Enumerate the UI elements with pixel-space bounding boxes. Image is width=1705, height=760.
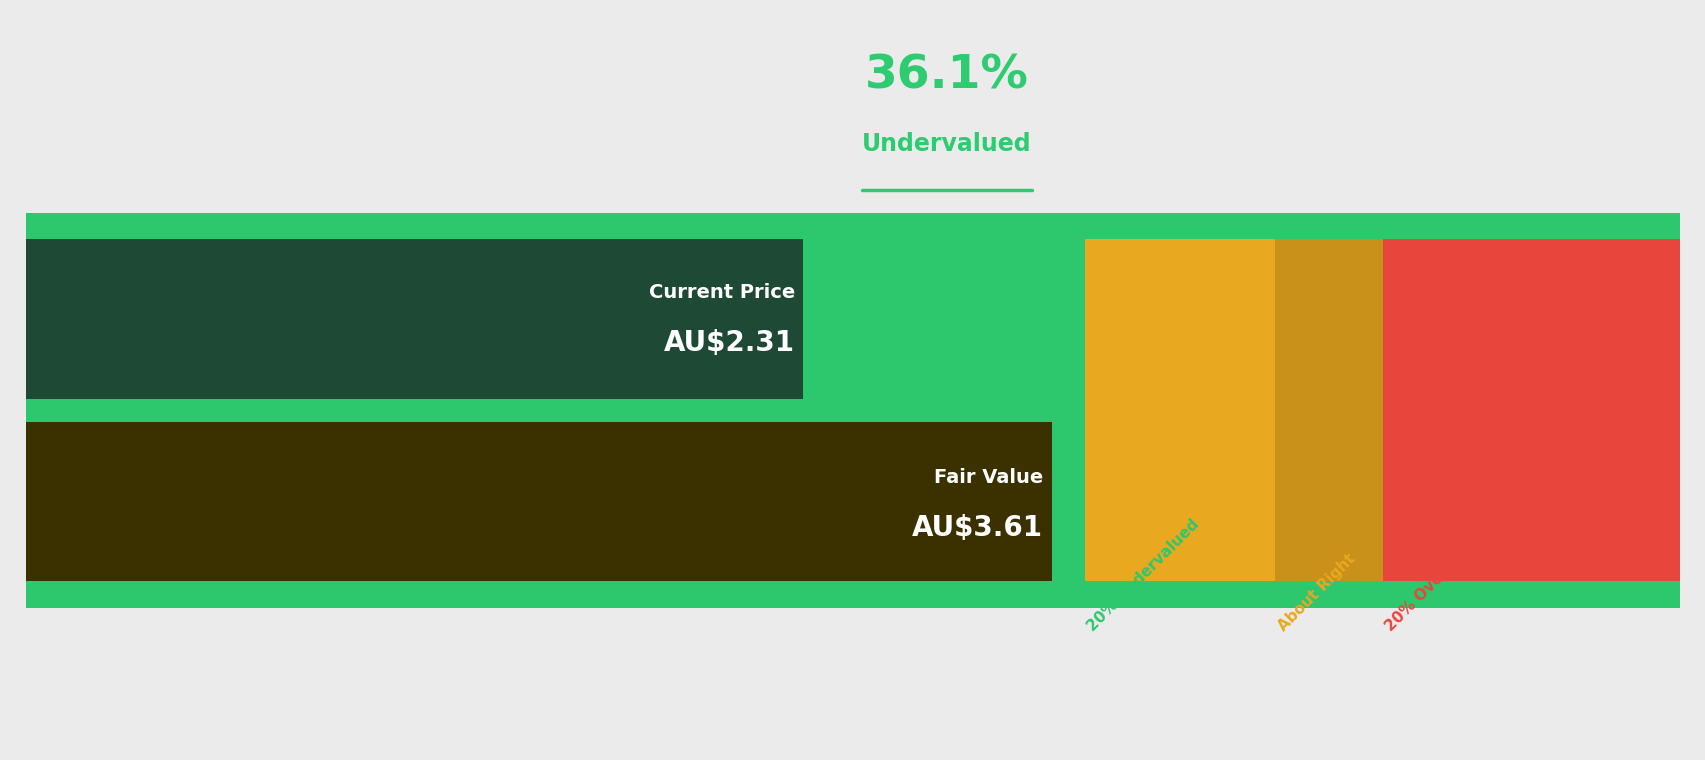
Bar: [1381, 213, 1679, 608]
Text: 36.1%: 36.1%: [864, 53, 1028, 99]
Text: 20% Undervalued: 20% Undervalued: [1084, 516, 1202, 634]
Text: 20% Overvalued: 20% Overvalued: [1381, 524, 1492, 634]
Bar: [26, 423, 1050, 581]
Bar: [26, 213, 943, 608]
Text: AU$3.61: AU$3.61: [912, 515, 1042, 543]
Text: Undervalued: Undervalued: [861, 132, 1032, 157]
Bar: [26, 581, 1679, 608]
Text: Fair Value: Fair Value: [933, 468, 1042, 487]
Bar: [943, 213, 1084, 608]
Text: Current Price: Current Price: [648, 283, 795, 302]
Text: About Right: About Right: [1274, 551, 1357, 634]
Bar: [26, 239, 803, 398]
Text: AU$2.31: AU$2.31: [663, 329, 795, 357]
Bar: [1084, 213, 1274, 608]
Bar: [26, 213, 1679, 239]
Bar: [1274, 213, 1381, 608]
